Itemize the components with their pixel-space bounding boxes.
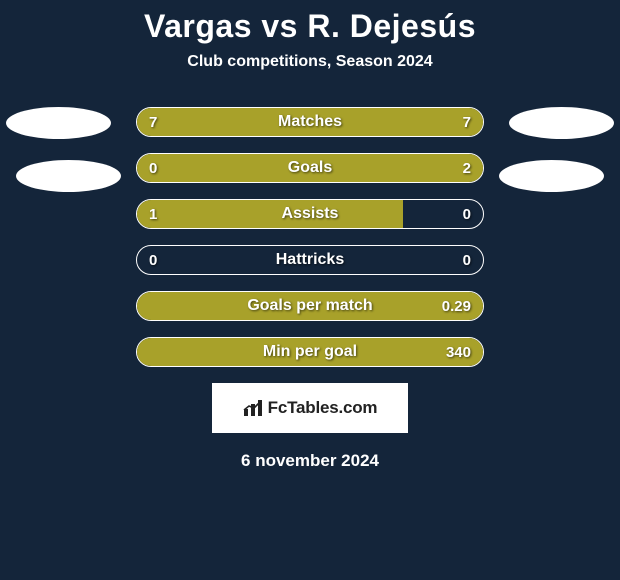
stats-block: 7Matches70Goals21Assists00Hattricks0Goal… bbox=[0, 107, 620, 367]
stat-value-right: 0 bbox=[463, 200, 471, 228]
stat-value-right: 2 bbox=[463, 154, 471, 182]
stat-row: 0Goals2 bbox=[136, 153, 484, 183]
stat-value-left: 7 bbox=[149, 108, 157, 136]
stat-fill-left bbox=[137, 338, 483, 366]
page-subtitle: Club competitions, Season 2024 bbox=[0, 53, 620, 71]
stat-value-left: 1 bbox=[149, 200, 157, 228]
player-right-placeholder-2 bbox=[499, 160, 604, 192]
stat-value-right: 0 bbox=[463, 246, 471, 274]
stat-value-right: 7 bbox=[463, 108, 471, 136]
stat-fill-left bbox=[137, 292, 483, 320]
stat-row: Min per goal340 bbox=[136, 337, 484, 367]
logo-box: FcTables.com bbox=[212, 383, 408, 433]
date-label: 6 november 2024 bbox=[0, 451, 620, 471]
player-left-placeholder-2 bbox=[16, 160, 121, 192]
stat-fill-right bbox=[310, 108, 483, 136]
comparison-card: Vargas vs R. Dejesús Club competitions, … bbox=[0, 0, 620, 471]
page-title: Vargas vs R. Dejesús bbox=[0, 8, 620, 45]
stat-fill-left bbox=[137, 200, 403, 228]
stat-row: 7Matches7 bbox=[136, 107, 484, 137]
stat-value-right: 0.29 bbox=[442, 292, 471, 320]
stat-fill-left bbox=[137, 154, 199, 182]
stat-row: 0Hattricks0 bbox=[136, 245, 484, 275]
logo-text: FcTables.com bbox=[268, 398, 378, 418]
stat-value-left: 0 bbox=[149, 154, 157, 182]
stat-label: Hattricks bbox=[137, 246, 483, 274]
stat-fill-left bbox=[137, 108, 310, 136]
fctables-icon bbox=[243, 399, 263, 417]
stat-bars: 7Matches70Goals21Assists00Hattricks0Goal… bbox=[136, 107, 484, 367]
player-right-placeholder-1 bbox=[509, 107, 614, 139]
stat-row: Goals per match0.29 bbox=[136, 291, 484, 321]
stat-row: 1Assists0 bbox=[136, 199, 484, 229]
stat-fill-right bbox=[199, 154, 483, 182]
player-left-placeholder-1 bbox=[6, 107, 111, 139]
stat-value-left: 0 bbox=[149, 246, 157, 274]
stat-value-right: 340 bbox=[446, 338, 471, 366]
